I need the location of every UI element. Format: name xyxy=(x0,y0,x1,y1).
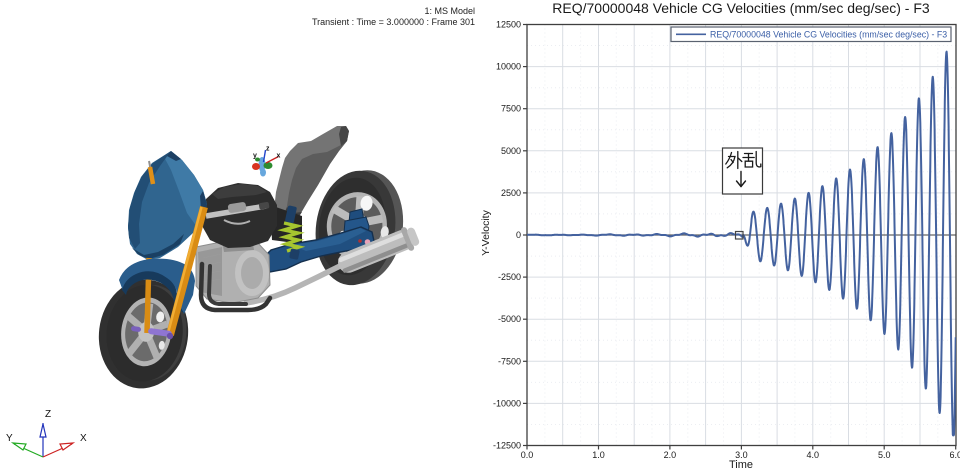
svg-text:-12500: -12500 xyxy=(493,441,521,451)
svg-text:Y-Velocity: Y-Velocity xyxy=(480,209,492,255)
svg-text:X: X xyxy=(80,433,87,444)
svg-text:Time: Time xyxy=(729,459,753,471)
svg-text:1.0: 1.0 xyxy=(592,450,605,460)
svg-text:Z: Z xyxy=(45,409,51,420)
svg-text:12500: 12500 xyxy=(496,20,521,30)
svg-text:-2500: -2500 xyxy=(498,272,521,282)
svg-text:z: z xyxy=(266,146,270,153)
svg-text:-7500: -7500 xyxy=(498,356,521,366)
svg-text:7500: 7500 xyxy=(501,104,521,114)
svg-text:Y: Y xyxy=(6,433,13,444)
svg-text:x: x xyxy=(277,153,281,160)
svg-text:2500: 2500 xyxy=(501,188,521,198)
svg-text:-10000: -10000 xyxy=(493,398,521,408)
svg-text:-5000: -5000 xyxy=(498,314,521,324)
svg-text:10000: 10000 xyxy=(496,62,521,72)
svg-text:Transient : Time = 3.000000 :: Transient : Time = 3.000000 : Frame 301 xyxy=(312,17,475,27)
svg-text:1: MS Model: 1: MS Model xyxy=(424,6,475,16)
svg-text:3.0: 3.0 xyxy=(735,450,748,460)
svg-text:y: y xyxy=(253,153,257,160)
svg-text:4.0: 4.0 xyxy=(807,450,820,460)
svg-text:REQ/70000048 Vehicle CG Veloci: REQ/70000048 Vehicle CG Velocities (mm/s… xyxy=(552,0,930,16)
svg-text:REQ/70000048 Vehicle CG Veloci: REQ/70000048 Vehicle CG Velocities (mm/s… xyxy=(710,29,947,39)
svg-text:5.0: 5.0 xyxy=(878,450,891,460)
svg-text:0.0: 0.0 xyxy=(521,450,534,460)
svg-text:0: 0 xyxy=(516,230,521,240)
svg-text:2.0: 2.0 xyxy=(664,450,677,460)
svg-text:5000: 5000 xyxy=(501,146,521,156)
svg-text:6.0: 6.0 xyxy=(949,450,960,460)
